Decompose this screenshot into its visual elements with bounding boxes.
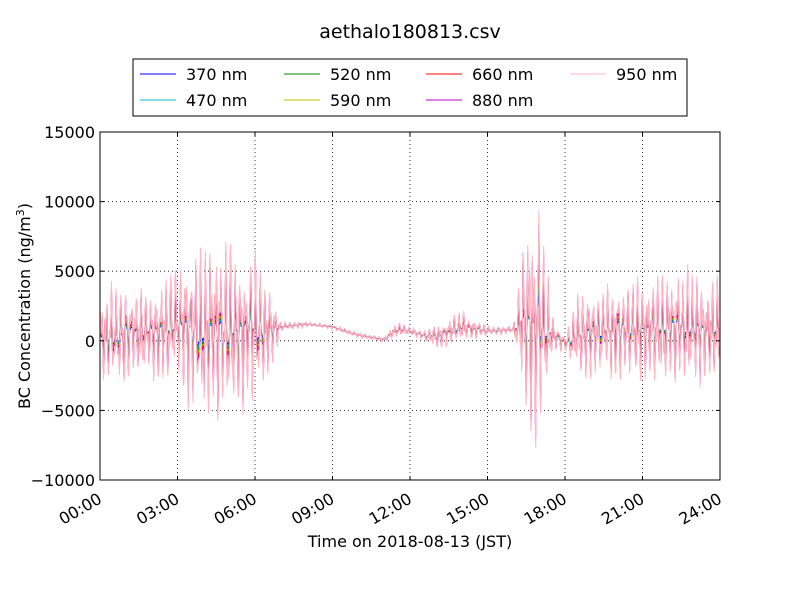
y-tick-label: 0 [85,332,95,351]
x-tick-label: 03:00 [133,489,182,529]
series-lines [100,210,720,448]
x-tick-label: 21:00 [598,489,647,529]
y-axis-label-sup: 3 [14,209,27,216]
y-axis-label-end: ) [15,203,34,209]
x-tick-label: 12:00 [366,489,415,529]
y-tick-label: 10000 [44,193,95,212]
y-tick-label: 5000 [54,262,95,281]
plot-area [99,131,721,481]
legend-label: 880 nm [472,91,533,110]
chart-title: aethalo180813.csv [319,21,501,43]
y-axis-label: BC Concentration (ng/m3) [14,203,34,409]
x-axis-label: Time on 2018-08-13 (JST) [307,532,512,551]
legend-label: 520 nm [330,65,391,84]
legend-frame [132,58,688,117]
x-tick-label: 00:00 [56,489,105,529]
x-tick-label: 18:00 [521,489,570,529]
x-tick-label: 09:00 [288,489,337,529]
legend-label: 660 nm [472,65,533,84]
y-tick-label: 15000 [44,123,95,142]
x-tick-labels: 00:00 03:00 06:00 09:00 12:00 15:00 18:00 21:00… [56,489,725,529]
y-tick-label: −10000 [31,471,95,490]
x-tick-label: 15:00 [443,489,492,529]
y-tick-labels: 15000 10000 5000 0 −5000 −10000 [31,123,95,490]
y-tick-label: −5000 [41,401,95,420]
legend-label: 470 nm [186,91,247,110]
legend-label: 590 nm [330,91,391,110]
x-tick-label: 24:00 [676,489,725,529]
x-tick-label: 06:00 [211,489,260,529]
legend-label: 370 nm [186,65,247,84]
plot-background [100,132,720,480]
legend-label: 950 nm [616,65,677,84]
series-line-950 [100,210,720,448]
legend: 370 nm 470 nm 520 nm 590 nm 660 nm 880 nm 950 … [132,58,688,117]
y-axis-label-main: BC Concentration (ng/m [15,216,34,409]
axis-ticks [99,131,721,481]
